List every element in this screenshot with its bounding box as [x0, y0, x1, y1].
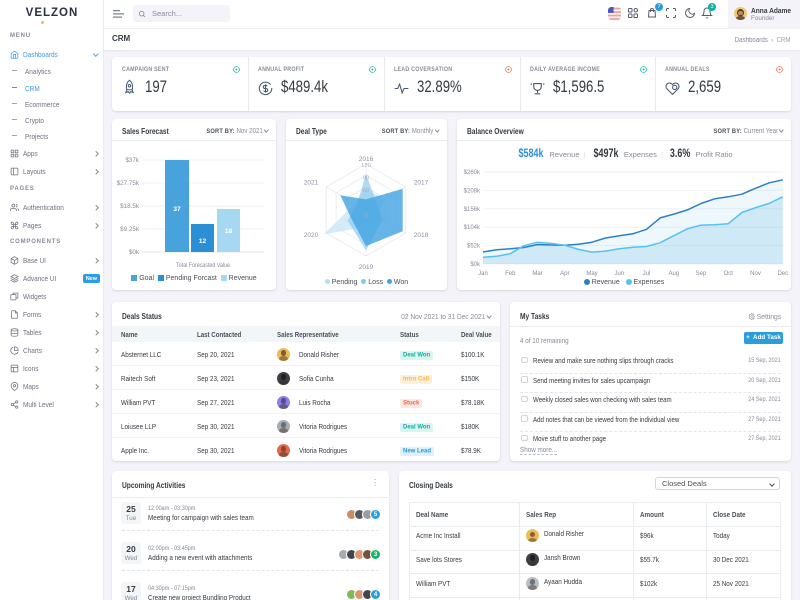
svg-text:$27.75k: $27.75k [117, 180, 140, 187]
svg-text:$0k: $0k [129, 249, 140, 256]
svg-text:18: 18 [225, 228, 233, 235]
svg-text:Total Forecasted Value: Total Forecasted Value [176, 262, 230, 269]
svg-text:0: 0 [364, 213, 367, 219]
svg-text:120: 120 [361, 163, 371, 169]
svg-text:12: 12 [199, 238, 207, 245]
svg-text:$104k: $104k [464, 225, 481, 231]
svg-text:Dec: Dec [777, 271, 788, 277]
svg-text:$208k: $208k [464, 188, 481, 194]
svg-text:Mar: Mar [532, 271, 542, 277]
svg-text:Sep: Sep [696, 271, 707, 277]
svg-text:Oct: Oct [724, 271, 734, 277]
svg-text:Aug: Aug [668, 271, 679, 277]
svg-text:Jun: Jun [614, 271, 624, 277]
svg-text:2018: 2018 [414, 232, 429, 239]
svg-text:$156k: $156k [464, 207, 481, 213]
svg-text:Apr: Apr [560, 271, 569, 277]
svg-text:90: 90 [363, 176, 369, 182]
svg-text:60: 60 [363, 188, 369, 194]
svg-text:$260k: $260k [464, 170, 481, 176]
svg-text:$52k: $52k [467, 244, 481, 250]
svg-text:$0k: $0k [470, 262, 481, 268]
svg-text:37: 37 [173, 206, 181, 213]
svg-text:2020: 2020 [304, 232, 319, 239]
svg-text:Nov: Nov [750, 271, 761, 277]
svg-text:$18.5k: $18.5k [120, 203, 140, 210]
svg-text:2016: 2016 [359, 156, 374, 163]
svg-text:$9.25k: $9.25k [120, 226, 140, 233]
svg-text:$37k: $37k [125, 157, 140, 164]
svg-text:Jul: Jul [643, 271, 651, 277]
svg-text:May: May [586, 271, 597, 277]
svg-text:2019: 2019 [359, 264, 374, 271]
svg-text:Feb: Feb [505, 271, 516, 277]
svg-text:2017: 2017 [414, 180, 429, 187]
svg-text:Jan: Jan [478, 271, 488, 277]
svg-text:2021: 2021 [304, 180, 319, 187]
